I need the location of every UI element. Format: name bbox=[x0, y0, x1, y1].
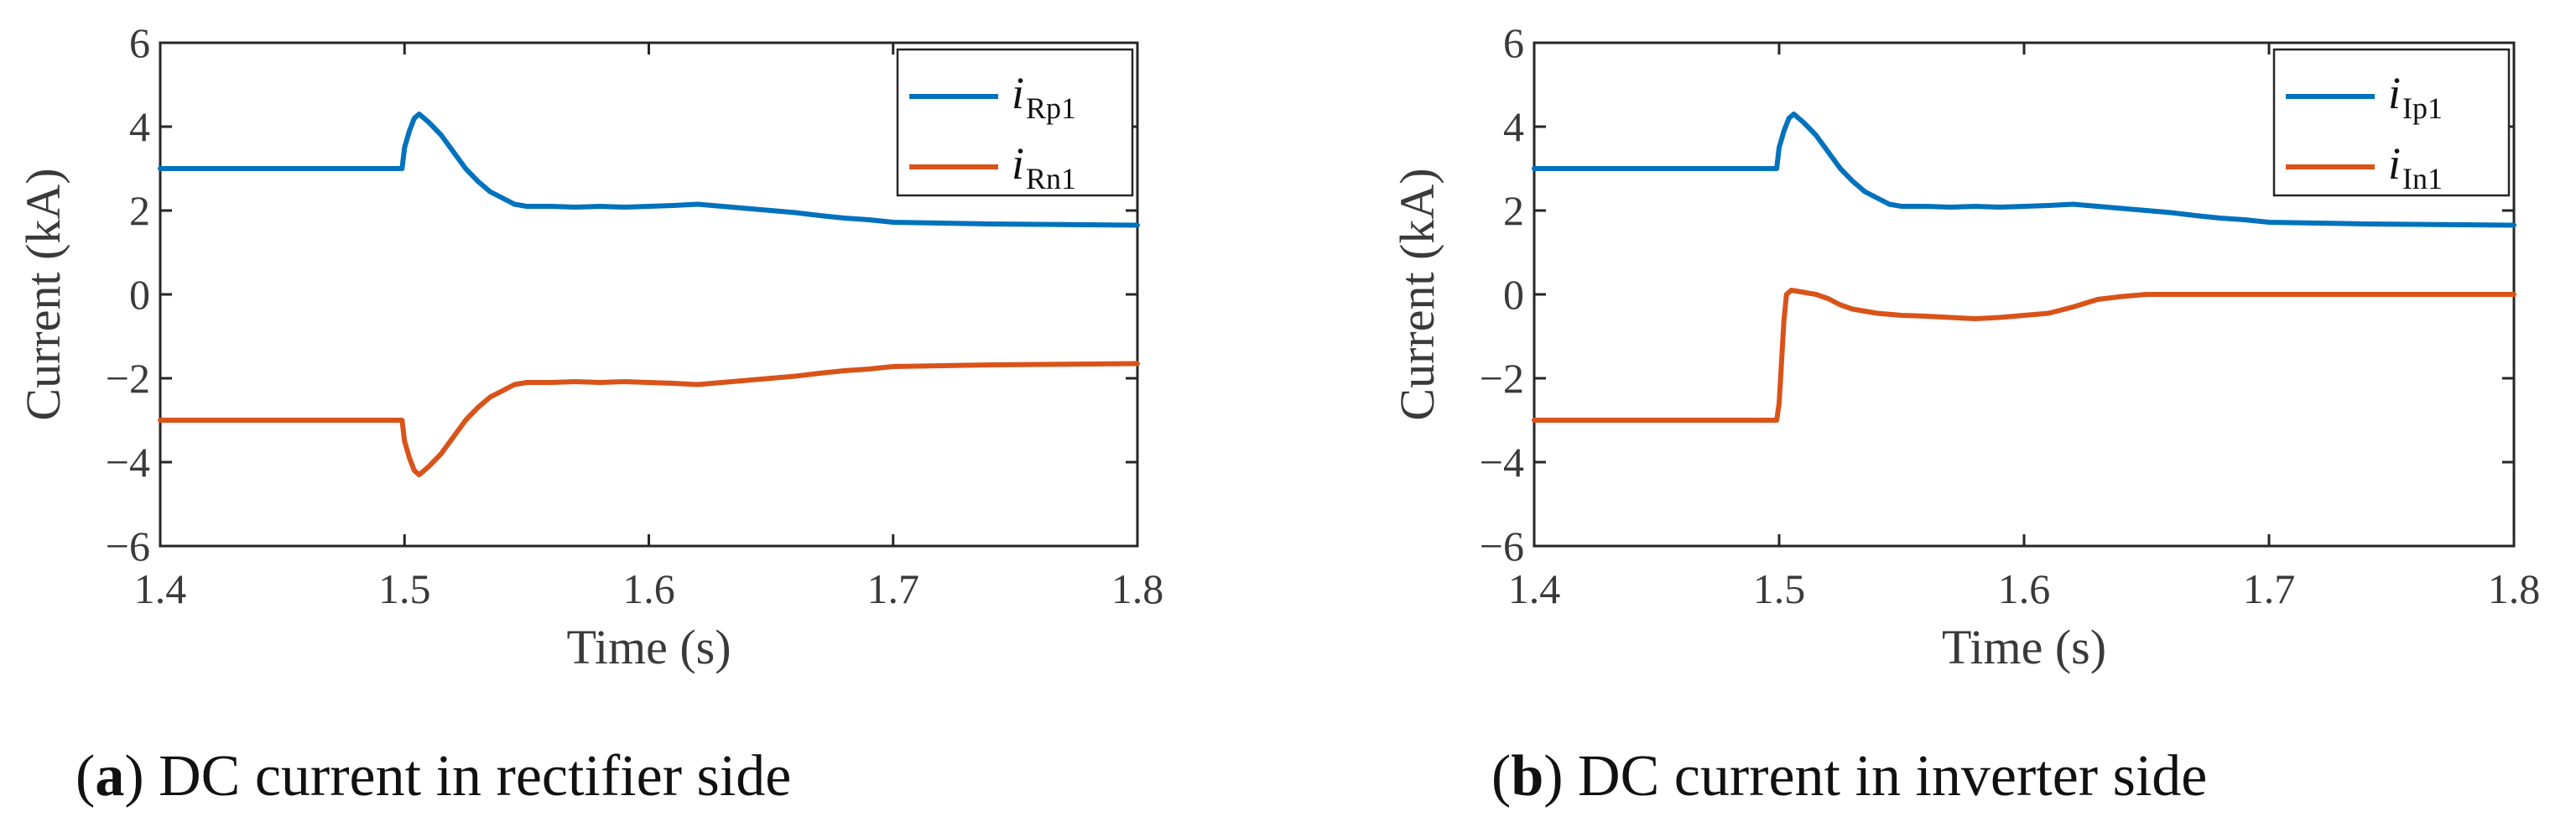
y-tick-label: 4 bbox=[1503, 103, 1524, 150]
y-axis-label: Current (kA) bbox=[1390, 168, 1444, 420]
y-tick-label: −2 bbox=[106, 355, 150, 402]
x-tick-label: 1.5 bbox=[378, 565, 431, 612]
y-axis-label: Current (kA) bbox=[16, 168, 70, 420]
subfigure-caption: (b) DC current in inverter side bbox=[1491, 744, 2207, 809]
legend-box bbox=[896, 48, 1134, 197]
x-tick-label: 1.4 bbox=[134, 565, 187, 612]
x-tick-label: 1.7 bbox=[867, 565, 920, 612]
x-axis-label: Time (s) bbox=[566, 620, 731, 674]
y-tick-label: 2 bbox=[1503, 187, 1524, 234]
y-tick-label: −2 bbox=[1480, 355, 1524, 402]
x-tick-label: 1.6 bbox=[1998, 565, 2051, 612]
subfigure-caption: (a) DC current in rectifier side bbox=[75, 744, 791, 809]
y-tick-label: −6 bbox=[106, 523, 150, 570]
y-tick-label: 6 bbox=[1503, 19, 1524, 66]
legend-box bbox=[2272, 48, 2511, 197]
x-tick-label: 1.8 bbox=[2488, 565, 2541, 612]
y-tick-label: 4 bbox=[129, 103, 150, 150]
y-tick-label: −4 bbox=[106, 439, 150, 486]
y-tick-label: −6 bbox=[1480, 523, 1524, 570]
x-tick-label: 1.5 bbox=[1753, 565, 1806, 612]
x-tick-label: 1.8 bbox=[1111, 565, 1164, 612]
series-line-rn1 bbox=[158, 361, 1140, 477]
x-tick-label: 1.6 bbox=[622, 565, 675, 612]
y-tick-label: 2 bbox=[129, 187, 150, 234]
chart-panel-a: −6 −4 −2 0 2 4 6 1.4 1.5 1.6 1.7 1.8 Time (s) Current… bbox=[16, 19, 1163, 809]
x-tick-label: 1.7 bbox=[2243, 565, 2296, 612]
y-tick-label: −4 bbox=[1480, 439, 1524, 486]
x-axis-label: Time (s) bbox=[1942, 620, 2106, 674]
y-tick-label: 0 bbox=[1503, 271, 1524, 318]
x-tick-label: 1.4 bbox=[1508, 565, 1561, 612]
y-tick-label: 0 bbox=[129, 271, 150, 318]
chart-panel-b: −6 −4 −2 0 2 4 6 1.4 1.5 1.6 1.7 1.8 Time (s) Current… bbox=[1390, 19, 2540, 809]
series-line-in1 bbox=[1532, 288, 2516, 423]
y-tick-label: 6 bbox=[129, 19, 150, 66]
series-line-ip1 bbox=[1532, 112, 2516, 228]
series-line-rp1 bbox=[158, 112, 1140, 228]
